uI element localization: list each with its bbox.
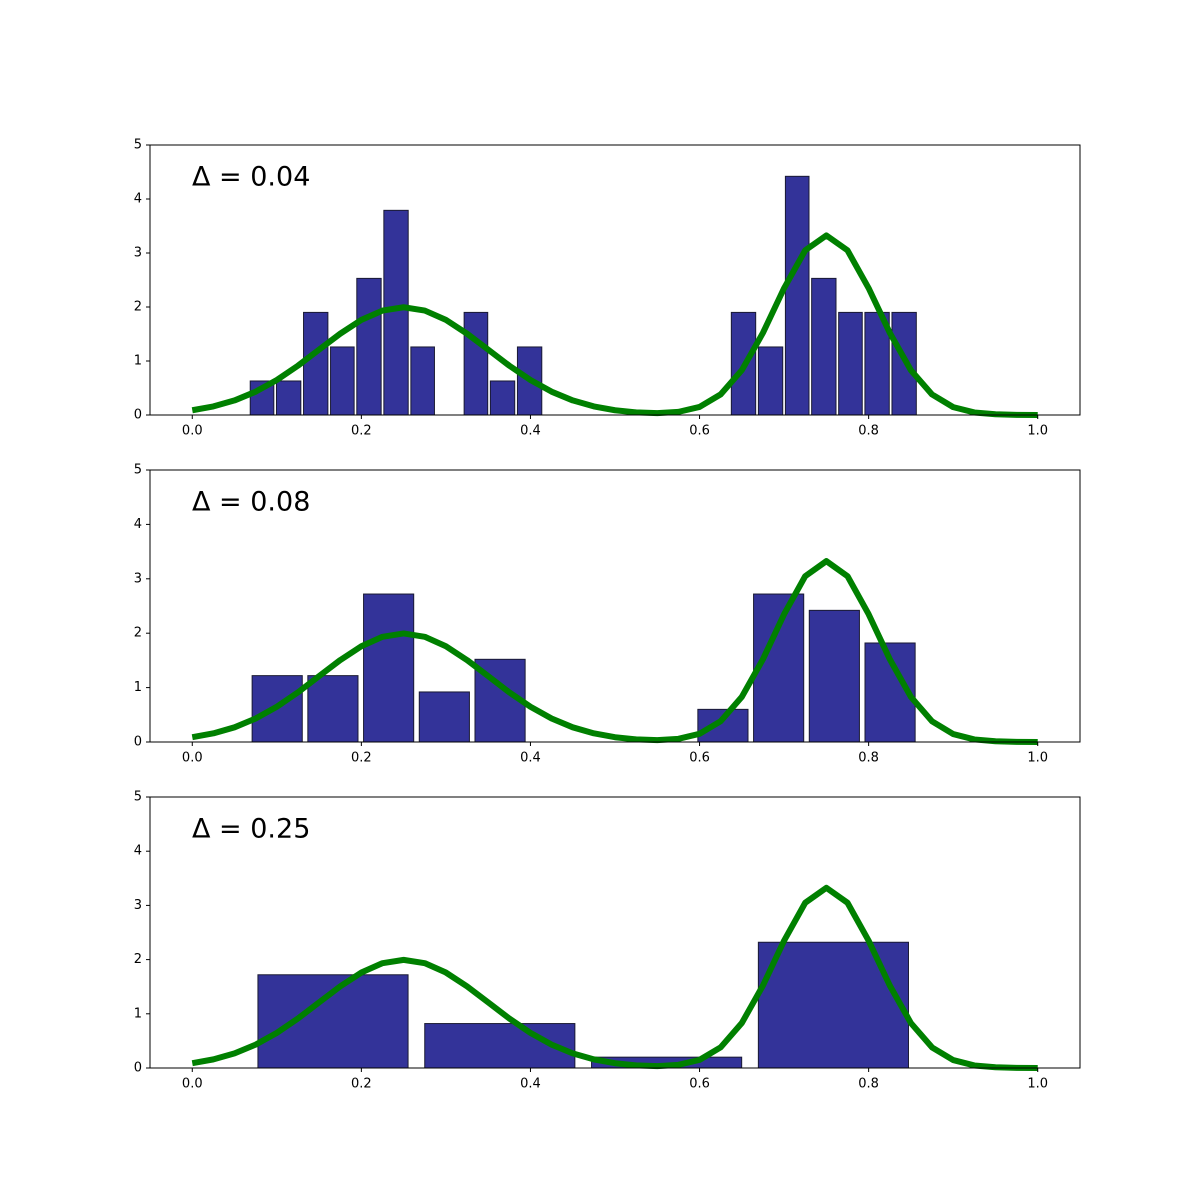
bar — [275, 380, 302, 416]
density-line — [191, 558, 1038, 745]
density-line — [191, 884, 1038, 1071]
annotation: Δ = 0.25 — [192, 814, 310, 845]
y-tick-label: 0 — [134, 408, 142, 423]
y-tick-label: 1 — [134, 680, 142, 695]
y-tick-label: 4 — [134, 844, 142, 859]
bar — [489, 380, 516, 416]
bar — [418, 691, 470, 743]
x-tick-label: 1.0 — [1027, 751, 1048, 766]
x-tick-label: 0.0 — [182, 1077, 203, 1092]
axes-frame — [149, 796, 1081, 1069]
x-tick-label: 0.0 — [182, 424, 203, 439]
x-tick-label: 0.4 — [520, 1077, 541, 1092]
bar — [784, 175, 810, 416]
y-tick-label: 0 — [134, 735, 142, 750]
x-tick-label: 0.2 — [351, 751, 372, 766]
y-tick-label: 5 — [134, 790, 142, 805]
x-tick-label: 0.0 — [182, 751, 203, 766]
x-tick-label: 0.8 — [858, 751, 879, 766]
y-tick-label: 1 — [134, 354, 142, 369]
annotation: Δ = 0.04 — [192, 162, 310, 193]
bar — [363, 593, 415, 743]
subplot: 0.0 0.2 0.4 0.6 0.8 1.0 0 1 2 3 4 5 Δ = 0.04 — [134, 138, 1081, 439]
y-tick-label: 3 — [134, 571, 142, 586]
y-tick-label: 4 — [134, 517, 142, 532]
x-tick-label: 0.4 — [520, 424, 541, 439]
plot-area — [150, 470, 1080, 742]
bar — [753, 593, 805, 743]
subplot: 0.0 0.2 0.4 0.6 0.8 1.0 0 1 2 3 4 5 Δ = 0.25 — [134, 790, 1081, 1092]
y-tick-label: 2 — [134, 300, 142, 315]
x-tick-label: 0.6 — [689, 1077, 710, 1092]
y-tick-label: 3 — [134, 898, 142, 913]
x-tick-label: 0.6 — [689, 424, 710, 439]
annotation: Δ = 0.08 — [192, 487, 310, 518]
x-tick-label: 0.6 — [689, 751, 710, 766]
bar — [356, 277, 382, 416]
subplot: 0.0 0.2 0.4 0.6 0.8 1.0 0 1 2 3 4 5 Δ = 0.08 — [134, 463, 1081, 766]
axes-frame — [149, 469, 1081, 743]
bar — [811, 277, 837, 416]
bar — [410, 346, 435, 416]
axes-frame — [149, 144, 1081, 416]
bar — [303, 311, 329, 416]
bar — [757, 941, 909, 1069]
bar — [808, 609, 860, 743]
bar — [330, 346, 355, 416]
y-tick-label: 0 — [134, 1061, 142, 1076]
y-tick-label: 2 — [134, 626, 142, 641]
y-tick-label: 4 — [134, 192, 142, 207]
bar — [838, 311, 863, 416]
y-tick-label: 2 — [134, 952, 142, 967]
x-tick-label: 1.0 — [1027, 424, 1048, 439]
x-tick-label: 0.8 — [858, 424, 879, 439]
x-tick-label: 0.4 — [520, 751, 541, 766]
x-tick-label: 0.8 — [858, 1077, 879, 1092]
y-tick-label: 5 — [134, 463, 142, 478]
density-line — [191, 232, 1038, 418]
bar — [307, 675, 359, 743]
y-tick-label: 5 — [134, 138, 142, 153]
bar — [463, 311, 489, 416]
y-tick-label: 1 — [134, 1006, 142, 1021]
x-tick-label: 0.2 — [351, 424, 372, 439]
x-tick-label: 1.0 — [1027, 1077, 1048, 1092]
bar — [757, 346, 784, 416]
y-tick-label: 3 — [134, 246, 142, 261]
x-tick-label: 0.2 — [351, 1077, 372, 1092]
